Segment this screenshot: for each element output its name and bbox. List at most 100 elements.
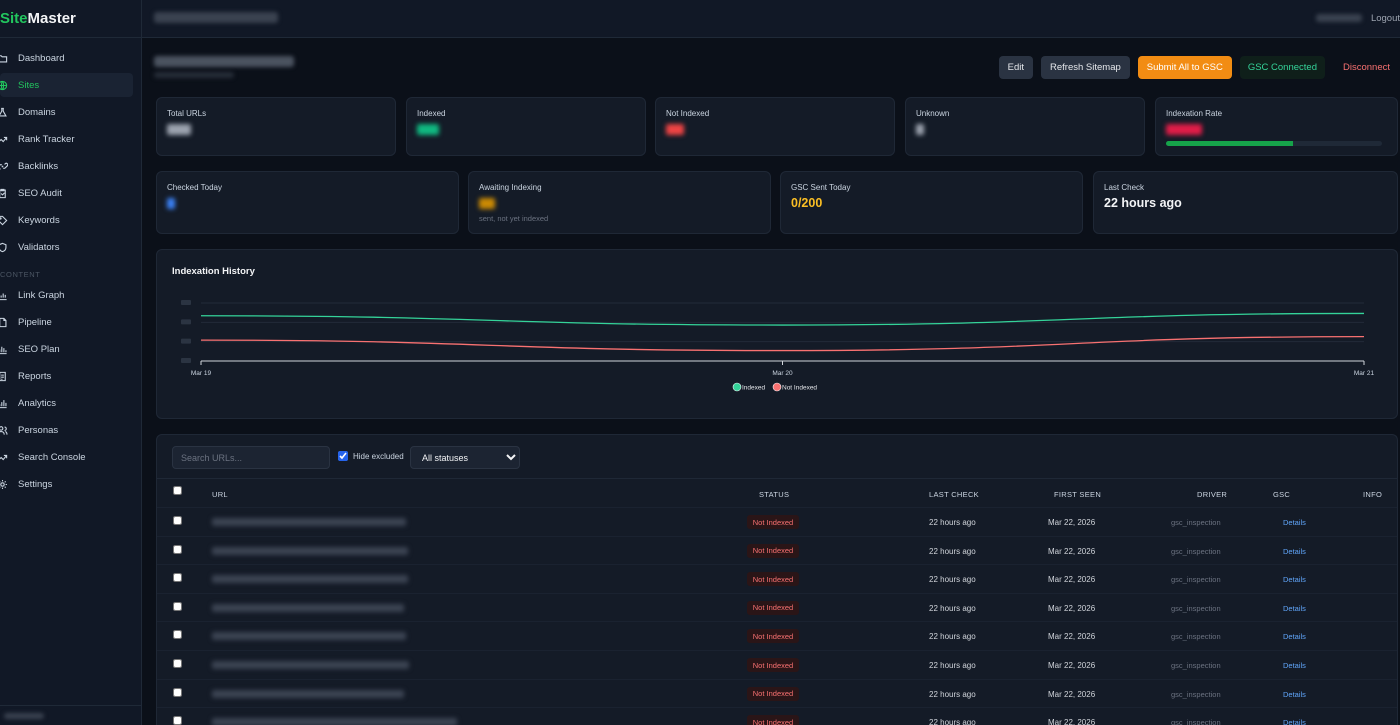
th-last-check[interactable]: LAST CHECK: [929, 490, 979, 499]
url-blurred[interactable]: [212, 575, 408, 584]
table-row[interactable]: Not Indexed 22 hours ago Mar 22, 2026 gsc_i…: [157, 707, 1397, 725]
legend-swatch-indexed: [732, 382, 742, 392]
stat-label: GSC Sent Today: [791, 183, 851, 192]
series-line-not-indexed: [200, 335, 1365, 352]
url-blurred[interactable]: [212, 689, 404, 698]
hide-excluded-label: Hide excluded: [353, 451, 404, 461]
first-seen-cell: Mar 22, 2026: [1048, 718, 1096, 725]
unknown-value-blurred: [916, 124, 924, 135]
first-seen-cell: Mar 22, 2026: [1048, 632, 1096, 642]
sidebar-item-domains[interactable]: Domains: [0, 100, 133, 124]
submit-all-gsc-button[interactable]: Submit All to GSC: [1137, 56, 1232, 79]
row-checkbox[interactable]: [173, 630, 182, 640]
sidebar-item-personas[interactable]: Personas: [0, 418, 133, 442]
sidebar-item-seo-plan[interactable]: SEO Plan: [0, 337, 133, 361]
details-link[interactable]: Details: [1283, 603, 1306, 613]
sidebar-item-label: SEO Plan: [18, 343, 60, 355]
details-link[interactable]: Details: [1283, 718, 1306, 725]
analytics-icon: [0, 396, 18, 410]
tag-icon: [0, 213, 18, 227]
th-driver[interactable]: DRIVER: [1197, 490, 1228, 499]
hide-excluded-toggle[interactable]: Hide excluded: [338, 451, 404, 461]
x-tick-label: Mar 21: [1354, 370, 1375, 377]
y-tick-label-blurred: [181, 319, 191, 325]
row-checkbox[interactable]: [173, 716, 182, 725]
status-badge: Not Indexed: [747, 658, 799, 672]
sidebar-item-settings[interactable]: Settings: [0, 472, 133, 496]
row-checkbox[interactable]: [173, 516, 182, 525]
table-row[interactable]: Not Indexed 22 hours ago Mar 22, 2026 gsc_i…: [157, 507, 1397, 536]
url-blurred[interactable]: [212, 632, 406, 641]
details-link[interactable]: Details: [1283, 661, 1306, 670]
sidebar-item-seo-audit[interactable]: SEO Audit: [0, 181, 133, 205]
row-checkbox[interactable]: [173, 659, 182, 668]
select-all-checkbox[interactable]: [173, 486, 182, 495]
url-blurred[interactable]: [212, 518, 406, 526]
logout-link[interactable]: Logout: [1370, 13, 1400, 24]
sidebar-item-search-console[interactable]: Search Console: [0, 445, 133, 469]
sidebar-item-link-graph[interactable]: Link Graph: [0, 283, 133, 307]
table-row[interactable]: Not Indexed 22 hours ago Mar 22, 2026 gsc_i…: [157, 678, 1397, 708]
y-tick-label-blurred: [181, 300, 191, 305]
status-badge: Not Indexed: [747, 629, 799, 644]
sidebar-item-keywords[interactable]: Keywords: [0, 208, 133, 232]
table-row[interactable]: Not Indexed 22 hours ago Mar 22, 2026 gsc_i…: [157, 592, 1397, 622]
row-checkbox[interactable]: [173, 544, 182, 554]
details-link[interactable]: Details: [1283, 575, 1306, 585]
row-checkbox[interactable]: [173, 573, 182, 583]
brand-logo[interactable]: Site Master: [0, 0, 141, 38]
sidebar-item-dashboard[interactable]: Dashboard: [0, 46, 133, 70]
disconnect-button[interactable]: Disconnect: [1333, 56, 1400, 79]
x-tick-label: Mar 20: [772, 370, 793, 377]
driver-cell: gsc_inspection: [1171, 661, 1221, 670]
brand-part-1: Site: [0, 10, 28, 27]
trending-icon: [0, 450, 18, 464]
sidebar-item-validators[interactable]: Validators: [0, 235, 133, 259]
table-row[interactable]: Not Indexed 22 hours ago Mar 22, 2026 gsc_i…: [157, 621, 1397, 650]
users-icon: [0, 423, 18, 437]
main-content: Edit Refresh Sitemap Submit All to GSC G…: [142, 38, 1400, 725]
details-link[interactable]: Details: [1283, 689, 1306, 699]
row-checkbox[interactable]: [173, 687, 182, 697]
sidebar-item-pipeline[interactable]: Pipeline: [0, 310, 133, 334]
hide-excluded-checkbox[interactable]: [338, 451, 348, 461]
table-row[interactable]: Not Indexed 22 hours ago Mar 22, 2026 gsc_i…: [157, 650, 1397, 679]
details-link[interactable]: Details: [1283, 518, 1306, 527]
chart-plot: Mar 19 Mar 20 Mar 21 Indexed Not Indexed: [181, 300, 1375, 392]
url-blurred[interactable]: [212, 718, 457, 725]
th-info: INFO: [1363, 490, 1383, 499]
sidebar-item-analytics[interactable]: Analytics: [0, 391, 133, 415]
refresh-sitemap-button[interactable]: Refresh Sitemap: [1041, 56, 1130, 79]
url-blurred[interactable]: [212, 661, 409, 669]
url-blurred[interactable]: [212, 546, 408, 555]
trending-icon: [0, 132, 18, 146]
sidebar-item-label: Search Console: [18, 451, 86, 463]
th-first-seen[interactable]: FIRST SEEN: [1054, 490, 1102, 499]
th-status[interactable]: STATUS: [759, 490, 790, 499]
legend-swatch-not-indexed: [772, 382, 782, 392]
driver-cell: gsc_inspection: [1171, 518, 1221, 527]
th-url[interactable]: URL: [212, 490, 228, 499]
sidebar-footer: [0, 705, 141, 725]
row-checkbox[interactable]: [173, 601, 182, 611]
site-name-blurred: [154, 56, 294, 67]
first-seen-cell: Mar 22, 2026: [1048, 661, 1096, 670]
sidebar-item-backlinks[interactable]: Backlinks: [0, 154, 133, 178]
url-blurred[interactable]: [212, 603, 404, 612]
sidebar-item-rank-tracker[interactable]: Rank Tracker: [0, 127, 133, 151]
indexation-history-chart: Indexation History Mar 19 Mar 20 Mar 21 Ind…: [156, 249, 1398, 419]
status-filter-select[interactable]: All statuses: [410, 446, 520, 469]
document-icon: [0, 315, 18, 329]
stat-total-urls: Total URLs: [156, 97, 396, 156]
sidebar-item-reports[interactable]: Reports: [0, 364, 133, 388]
table-row[interactable]: Not Indexed 22 hours ago Mar 22, 2026 gsc_i…: [157, 535, 1397, 565]
details-link[interactable]: Details: [1283, 632, 1306, 642]
details-link[interactable]: Details: [1283, 546, 1306, 556]
search-urls-input[interactable]: [172, 446, 330, 469]
edit-button[interactable]: Edit: [998, 56, 1034, 79]
indexation-rate-fill: [1166, 141, 1294, 146]
sidebar-item-label: SEO Audit: [18, 187, 62, 199]
sidebar-item-sites[interactable]: Sites: [0, 73, 133, 97]
table-row[interactable]: Not Indexed 22 hours ago Mar 22, 2026 gsc_i…: [157, 564, 1397, 593]
